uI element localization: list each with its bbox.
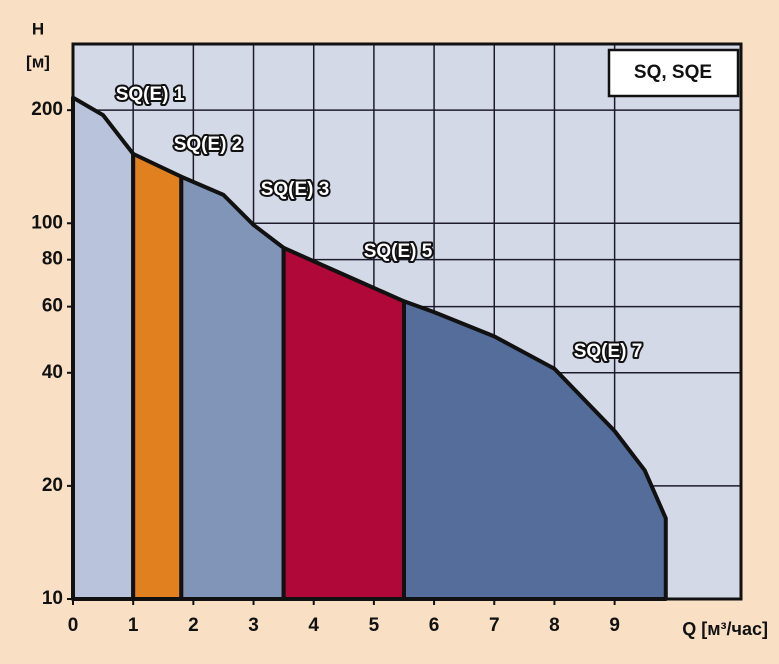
series-label: SQ(E) 2 (174, 134, 243, 155)
x-tick-label: 0 (68, 615, 79, 636)
y-tick-label: 40 (42, 362, 63, 383)
x-tick-label: 8 (549, 615, 560, 636)
x-tick-label: 4 (308, 615, 319, 636)
x-tick-label: 6 (429, 615, 440, 636)
y-tick-label: 20 (42, 475, 63, 496)
x-tick-label: 9 (609, 615, 620, 636)
area (281, 245, 406, 601)
y-tick-label: 80 (42, 249, 63, 270)
y-axis-unit: [м] (26, 52, 50, 71)
y-axis-label: H (32, 19, 44, 38)
x-tick-label: 3 (248, 615, 259, 636)
series-label: SQ(E) 3 (261, 179, 330, 200)
y-tick-label: 100 (31, 212, 63, 233)
y-tick-label: 200 (31, 99, 63, 120)
plot-frame (71, 42, 743, 601)
area (131, 151, 184, 601)
x-tick-label: 7 (489, 615, 500, 636)
area (71, 95, 136, 601)
x-tick-label: 5 (369, 615, 380, 636)
x-tick-label: 2 (188, 615, 199, 636)
inset-box (607, 48, 740, 98)
x-tick-label: 1 (128, 615, 139, 636)
y-tick-label: 10 (42, 588, 63, 609)
x-axis-label: Q [м³/час] (682, 619, 768, 639)
inset-title: SQ, SQE (634, 62, 712, 83)
series-label: SQ(E) 5 (364, 241, 433, 262)
area (179, 174, 286, 601)
area (401, 299, 668, 601)
series-label: SQ(E) 7 (574, 341, 643, 362)
y-tick-label: 60 (42, 296, 63, 317)
series-label: SQ(E) 1 (116, 84, 185, 105)
